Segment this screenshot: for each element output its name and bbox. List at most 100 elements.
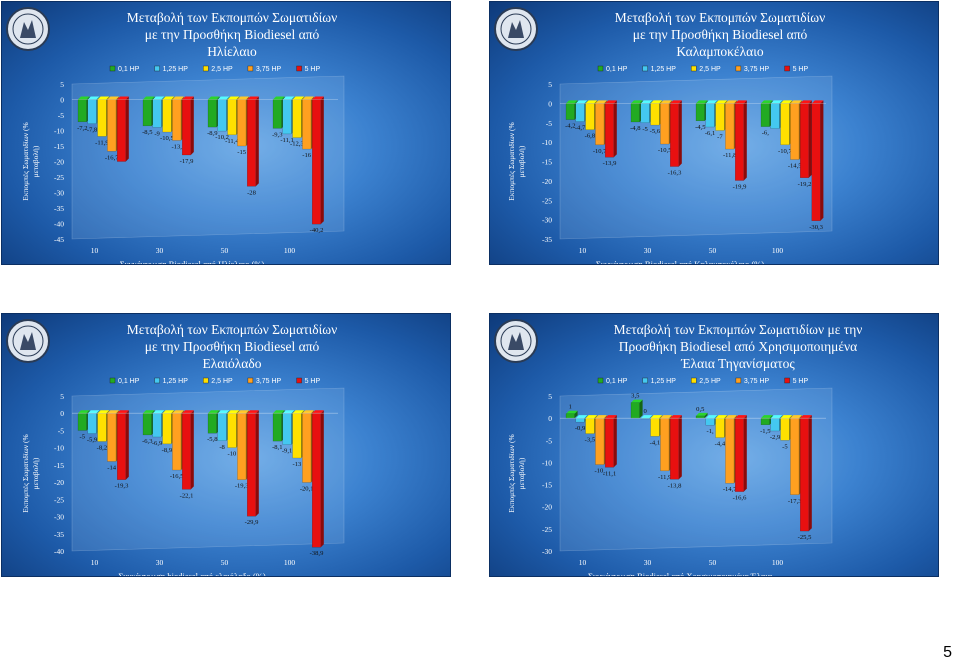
y-tick-label: -5 <box>546 436 552 445</box>
data-label: -4,7 <box>575 125 586 132</box>
legend-label: 5 HP <box>305 66 321 73</box>
data-label: -11,9 <box>658 474 672 481</box>
data-label: -8,2 <box>97 444 107 451</box>
data-label: -6,8 <box>585 133 596 140</box>
data-label: -1, <box>707 428 714 435</box>
university-seal-logo <box>494 7 538 51</box>
data-label: -3,5 <box>585 437 596 444</box>
data-label: -19,2 <box>798 181 812 188</box>
y-axis-label: Εκπομπές Σωματιδίων (%μεταβολή) <box>21 434 40 512</box>
data-label: -6,1 <box>705 130 715 137</box>
y-tick-label: 5 <box>548 392 552 401</box>
data-label: -28 <box>247 189 256 196</box>
y-tick-label: -25 <box>54 495 64 504</box>
legend: 0,1 HP 1,25 HP 2,5 HP 3,75 HP 5 HP <box>597 377 808 385</box>
chart-1: Μεταβολή των Εκπομπών Σωματιδίων με την Π… <box>6 7 345 264</box>
data-label: -38,9 <box>310 550 324 557</box>
data-label: -8,5 <box>142 129 153 136</box>
data-label: -13,9 <box>603 160 617 167</box>
data-label: -11,1 <box>603 470 617 477</box>
legend-label: 1,25 HP <box>163 66 189 73</box>
data-label: -22,1 <box>180 492 194 499</box>
legend-label: 0,1 HP <box>606 378 628 385</box>
x-tick-label: 30 <box>156 558 164 567</box>
y-tick-label: 5 <box>60 80 64 89</box>
data-label: -7,8 <box>87 127 98 134</box>
y-tick-label: -5 <box>58 426 64 435</box>
legend-swatch <box>691 377 697 384</box>
data-label: -29,9 <box>245 519 259 526</box>
y-tick-label: 5 <box>548 80 552 89</box>
chart-title: Μεταβολή των Εκπομπών Σωματιδίων με την Π… <box>614 322 863 371</box>
legend-label: 2,5 HP <box>699 378 721 385</box>
bar <box>312 96 324 225</box>
data-label: -19,3 <box>235 483 249 490</box>
x-tick-label: 10 <box>579 558 587 567</box>
x-tick-label: 30 <box>644 246 652 255</box>
bar <box>181 96 194 156</box>
data-label: -10,5 <box>658 147 672 154</box>
data-label: -16,3 <box>668 170 682 177</box>
data-label: -14 <box>107 464 116 471</box>
bar <box>604 415 617 468</box>
y-tick-label: -30 <box>542 216 552 225</box>
legend-label: 2,5 HP <box>211 378 233 385</box>
legend-swatch <box>296 377 302 384</box>
data-label: -4,5 <box>695 124 706 131</box>
y-tick-label: -5 <box>58 111 64 120</box>
data-label: -7,2 <box>77 125 87 132</box>
y-tick-label: -20 <box>54 158 64 167</box>
data-label: -9 <box>154 130 160 137</box>
x-tick-label: 10 <box>91 246 99 255</box>
y-tick-label: -25 <box>542 196 552 205</box>
data-label: -19,3 <box>115 483 129 490</box>
data-label: -11,1 <box>280 137 294 144</box>
y-axis-label: Εκπομπές Σωματιδίων (%μεταβολή) <box>507 122 526 200</box>
y-tick-label: -20 <box>542 177 552 186</box>
bar <box>246 410 259 517</box>
y-tick-label: -15 <box>542 158 552 167</box>
data-label: -19,9 <box>733 183 747 190</box>
slide-top-right: Μεταβολή των Εκπομπών Σωματιδίων με την Π… <box>489 1 939 265</box>
x-tick-label: 50 <box>221 558 229 567</box>
data-label: 3,5 <box>631 393 640 400</box>
y-tick-label: -5 <box>546 119 552 128</box>
legend-label: 5 HP <box>305 378 321 385</box>
legend-label: 5 HP <box>793 66 809 73</box>
legend-swatch <box>691 65 697 72</box>
data-label: -13,8 <box>668 482 682 489</box>
data-label: -30,3 <box>809 224 823 231</box>
x-tick-label: 50 <box>709 558 717 567</box>
legend-swatch <box>642 65 648 72</box>
legend-swatch <box>247 377 254 384</box>
y-tick-label: -30 <box>54 513 64 522</box>
y-tick-label: 5 <box>60 392 64 401</box>
data-label: -11,8 <box>723 152 737 159</box>
x-axis-label: Συγκέντρωση Biodiesel από Καλαμποκέλαιο … <box>596 259 764 264</box>
bar <box>800 415 812 532</box>
data-label: -4,4 <box>715 441 726 448</box>
data-label: -5,6 <box>650 128 661 135</box>
y-tick-label: -35 <box>542 235 552 244</box>
slide-top-left: Μεταβολή των Εκπομπών Σωματιδίων με την Π… <box>1 1 451 265</box>
data-label: -11,4 <box>225 138 239 145</box>
y-tick-label: -10 <box>54 127 64 136</box>
data-label: -4,8 <box>630 125 641 132</box>
chart-3: Μεταβολή των Εκπομπών Σωματιδίων με την Π… <box>6 319 345 576</box>
y-tick-label: -30 <box>542 547 552 556</box>
legend-swatch <box>784 65 790 72</box>
legend-label: 1,25 HP <box>651 66 677 73</box>
data-label: -5 <box>642 126 648 133</box>
y-tick-label: -10 <box>542 458 552 467</box>
chart-title: Μεταβολή των Εκπομπών Σωματιδίων με την Π… <box>127 322 338 371</box>
data-label: -4,2 <box>565 123 575 130</box>
chart-title: Μεταβολή των Εκπομπών Σωματιδίων με την Π… <box>615 10 826 59</box>
data-label: -9,1 <box>282 448 292 455</box>
y-tick-label: -25 <box>542 525 552 534</box>
legend-swatch <box>642 377 648 384</box>
legend-label: 3,75 HP <box>744 66 770 73</box>
chart-title: Μεταβολή των Εκπομπών Σωματιδίων με την Π… <box>127 10 338 59</box>
data-label: -11,9 <box>95 139 109 146</box>
x-tick-label: 50 <box>709 246 717 255</box>
data-label: 0,5 <box>696 406 705 413</box>
